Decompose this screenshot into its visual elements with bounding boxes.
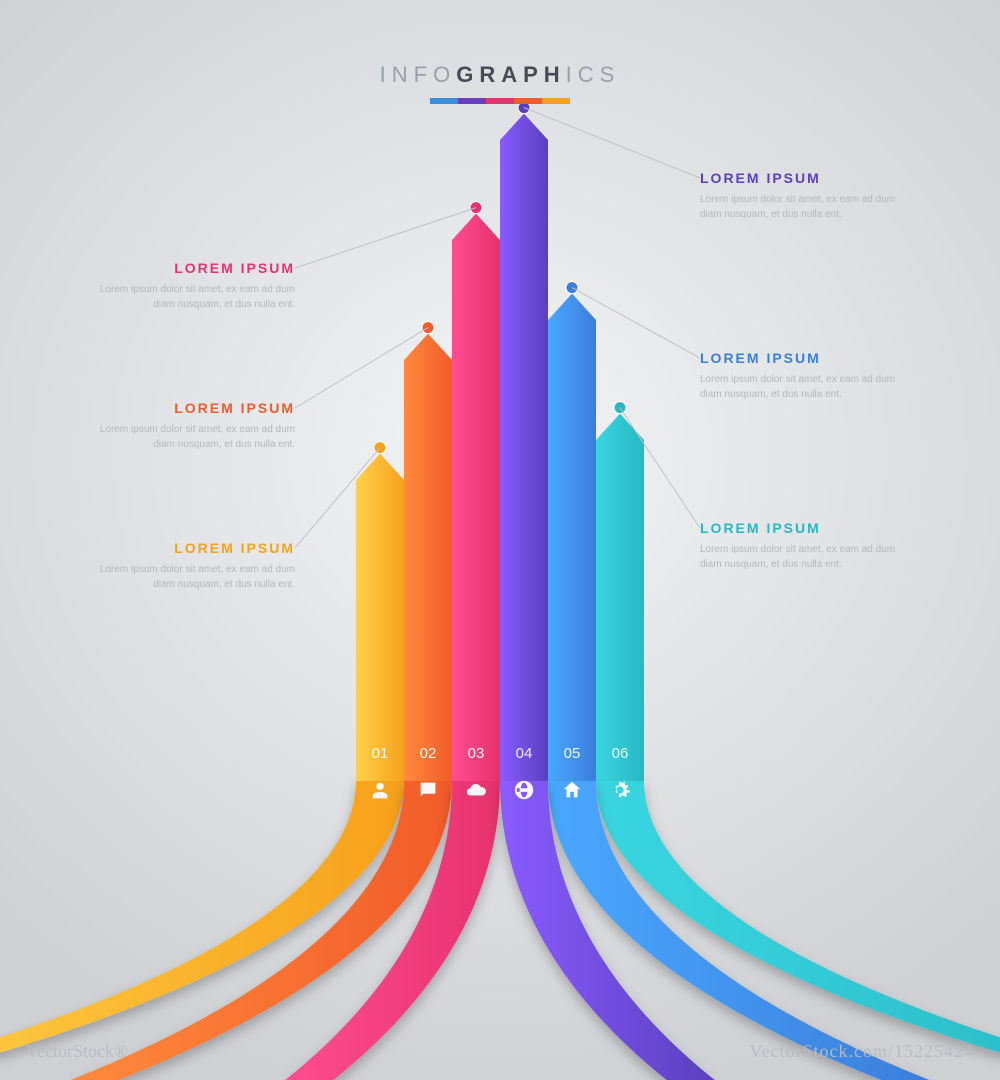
callout-body: Lorem ipsum dolor sit amet, ex eam ad du… xyxy=(700,542,900,572)
callout-2: LOREM IPSUM Lorem ipsum dolor sit amet, e… xyxy=(95,400,295,452)
svg-text:03: 03 xyxy=(468,745,485,762)
svg-text:06: 06 xyxy=(612,745,629,762)
svg-text:04: 04 xyxy=(516,745,533,762)
callout-body: Lorem ipsum dolor sit amet, ex eam ad du… xyxy=(95,562,295,592)
title-mid: GRAPH xyxy=(456,62,565,87)
infographic-canvas: 01 02 03 04 05 06 INFOGRAPHICS LOREM IPSUM Lor… xyxy=(0,0,1000,1080)
callout-6: LOREM IPSUM Lorem ipsum dolor sit amet, e… xyxy=(700,520,900,572)
title-underline xyxy=(0,98,1000,104)
callout-title: LOREM IPSUM xyxy=(700,520,900,536)
callout-5: LOREM IPSUM Lorem ipsum dolor sit amet, e… xyxy=(700,350,900,402)
callout-3: LOREM IPSUM Lorem ipsum dolor sit amet, e… xyxy=(95,260,295,312)
callout-1: LOREM IPSUM Lorem ipsum dolor sit amet, e… xyxy=(95,540,295,592)
callout-body: Lorem ipsum dolor sit amet, ex eam ad du… xyxy=(95,422,295,452)
page-title: INFOGRAPHICS xyxy=(0,62,1000,88)
svg-text:01: 01 xyxy=(372,745,389,762)
watermark-left: VectorStock® xyxy=(26,1041,128,1062)
svg-text:02: 02 xyxy=(420,745,437,762)
callout-body: Lorem ipsum dolor sit amet, ex eam ad du… xyxy=(700,192,900,222)
callout-4: LOREM IPSUM Lorem ipsum dolor sit amet, e… xyxy=(700,170,900,222)
svg-text:05: 05 xyxy=(564,745,581,762)
title-post: ICS xyxy=(566,62,621,87)
callout-title: LOREM IPSUM xyxy=(95,260,295,276)
title-block: INFOGRAPHICS xyxy=(0,62,1000,104)
callout-title: LOREM IPSUM xyxy=(95,400,295,416)
callout-body: Lorem ipsum dolor sit amet, ex eam ad du… xyxy=(95,282,295,312)
watermark-right: VectorStock.com/15225424 xyxy=(750,1041,974,1062)
callout-title: LOREM IPSUM xyxy=(700,350,900,366)
callout-title: LOREM IPSUM xyxy=(95,540,295,556)
callout-body: Lorem ipsum dolor sit amet, ex eam ad du… xyxy=(700,372,900,402)
title-pre: INFO xyxy=(380,62,457,87)
callout-title: LOREM IPSUM xyxy=(700,170,900,186)
